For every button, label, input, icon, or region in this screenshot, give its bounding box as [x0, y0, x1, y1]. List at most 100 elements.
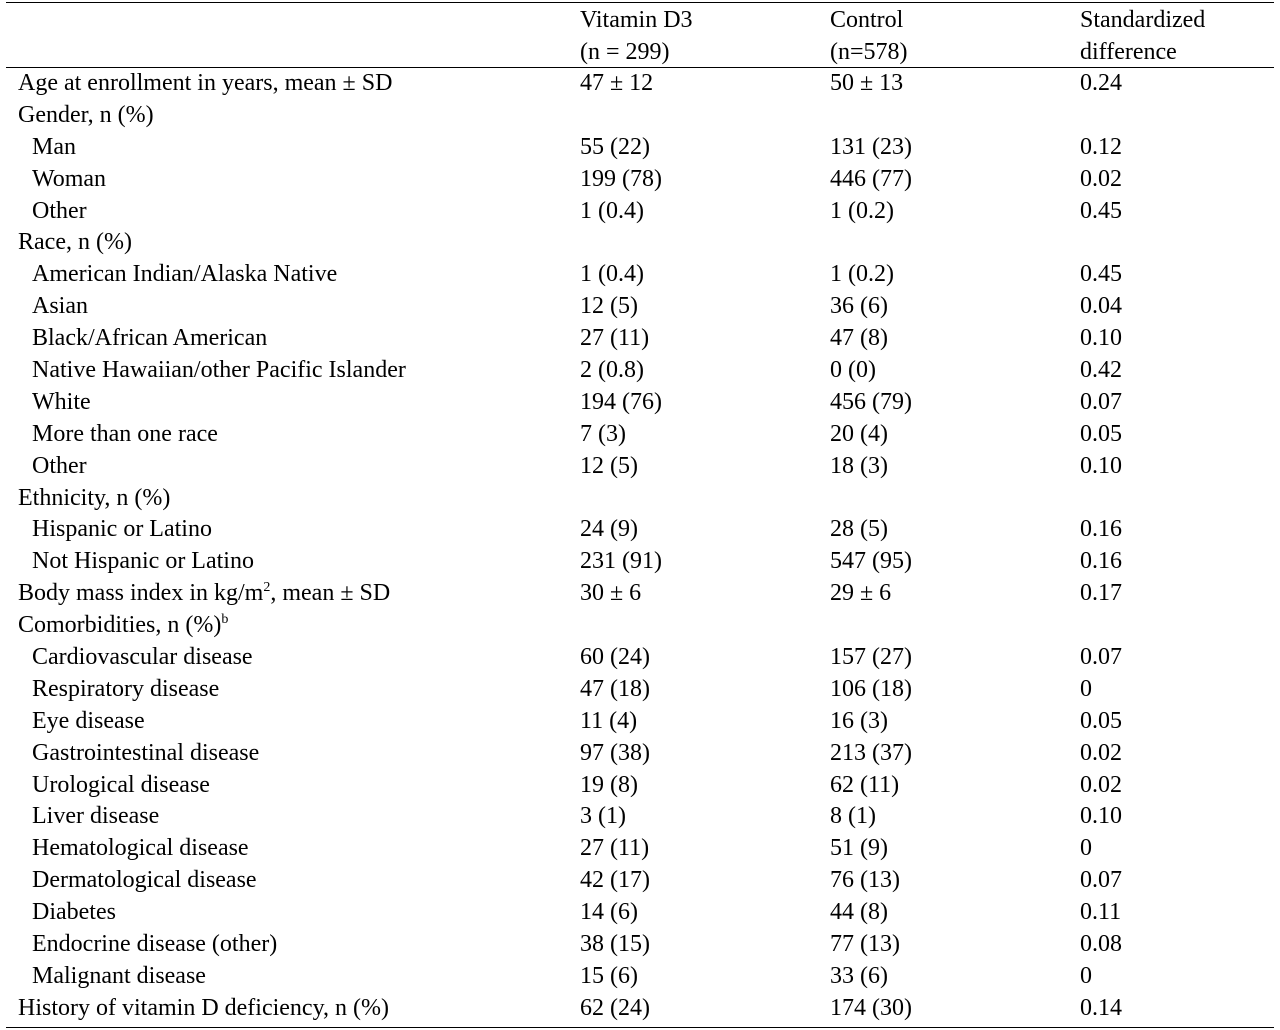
row-label: Not Hispanic or Latino — [32, 546, 254, 578]
vitamin-d3-value: 38 (15) — [580, 931, 650, 958]
row-label-text: White — [32, 388, 91, 415]
table-row: Gender, n (%) — [6, 100, 1274, 132]
row-label: Cardiovascular disease — [32, 642, 253, 674]
table-row: Diabetes 14 (6) 44 (8) 0.11 — [6, 897, 1274, 929]
control-value: 18 (3) — [830, 452, 888, 479]
control-value: 0 (0) — [830, 357, 876, 384]
control-value: 157 (27) — [830, 644, 912, 671]
standardized-difference-value: 0.02 — [1080, 739, 1122, 766]
row-label: Black/African American — [32, 323, 267, 355]
header-vitamin-d3: Vitamin D3 (n = 299) — [580, 4, 693, 68]
vitamin-d3-value: 15 (6) — [580, 962, 638, 989]
row-label-text: American Indian/Alaska Native — [32, 261, 338, 288]
table-row: Not Hispanic or Latino 231 (91) 547 (95) 0.… — [6, 546, 1274, 578]
row-label: Respiratory disease — [32, 674, 219, 706]
row-label: Body mass index in kg/m2, mean ± SD — [18, 578, 390, 610]
standardized-difference-value: 0.07 — [1080, 388, 1122, 415]
row-label-text: Malignant disease — [32, 962, 206, 989]
standardized-difference-value: 0.16 — [1080, 516, 1122, 543]
standardized-difference-value: 0.07 — [1080, 644, 1122, 671]
row-label-text: Not Hispanic or Latino — [32, 548, 254, 575]
table-row: Dermatological disease 42 (17) 76 (13) 0.07 — [6, 865, 1274, 897]
row-label: History of vitamin D deficiency, n (%) — [18, 993, 389, 1025]
row-label: Ethnicity, n (%) — [18, 483, 170, 515]
standardized-difference-value: 0 — [1080, 675, 1092, 702]
row-label: Malignant disease — [32, 961, 206, 993]
table-row: Gastrointestinal disease 97 (38) 213 (37) 0… — [6, 738, 1274, 770]
control-value: 51 (9) — [830, 835, 888, 862]
table-row: Liver disease 3 (1) 8 (1) 0.10 — [6, 801, 1274, 833]
row-label-text: Respiratory disease — [32, 675, 220, 702]
row-label-superscript: b — [221, 612, 229, 628]
control-value: 20 (4) — [830, 420, 888, 447]
row-label-text: More than one race — [32, 420, 218, 447]
control-value: 446 (77) — [830, 165, 912, 192]
row-label: Liver disease — [32, 801, 159, 833]
row-label-text: Race, n (%) — [18, 229, 132, 256]
row-label-text: Hematological disease — [32, 835, 249, 862]
table-row: More than one race 7 (3) 20 (4) 0.05 — [6, 419, 1274, 451]
control-value: 174 (30) — [830, 994, 912, 1021]
bottom-rule — [6, 1027, 1274, 1028]
control-value: 456 (79) — [830, 388, 912, 415]
header-control: Control (n=578) — [830, 4, 908, 68]
row-label: Gender, n (%) — [18, 100, 154, 132]
row-label: Man — [32, 132, 76, 164]
header-std-diff-line2: difference — [1080, 39, 1177, 65]
row-label: Hispanic or Latino — [32, 514, 212, 546]
vitamin-d3-value: 199 (78) — [580, 165, 662, 192]
table-row: Respiratory disease 47 (18) 106 (18) 0 — [6, 674, 1274, 706]
vitamin-d3-value: 47 ± 12 — [580, 70, 654, 96]
vitamin-d3-value: 30 ± 6 — [580, 580, 642, 607]
vitamin-d3-value: 12 (5) — [580, 293, 638, 320]
vitamin-d3-value: 27 (11) — [580, 835, 650, 862]
row-label: Diabetes — [32, 897, 116, 929]
control-value: 131 (23) — [830, 133, 912, 160]
row-label-text: Asian — [32, 293, 88, 320]
row-label: Woman — [32, 164, 106, 196]
table-row: Cardiovascular disease 60 (24) 157 (27) 0.0… — [6, 642, 1274, 674]
vitamin-d3-value: 7 (3) — [580, 420, 626, 447]
table-header: Vitamin D3 (n = 299) Control (n=578) Sta… — [6, 4, 1274, 68]
standardized-difference-value: 0.10 — [1080, 803, 1122, 830]
row-label: More than one race — [32, 419, 218, 451]
row-label: Age at enrollment in years, mean ± SD — [18, 68, 392, 100]
standardized-difference-value: 0 — [1080, 962, 1092, 989]
vitamin-d3-value: 24 (9) — [580, 516, 638, 543]
row-label: Gastrointestinal disease — [32, 738, 259, 770]
control-value: 1 (0.2) — [830, 197, 894, 224]
vitamin-d3-value: 2 (0.8) — [580, 357, 644, 384]
control-value: 28 (5) — [830, 516, 888, 543]
vitamin-d3-value: 42 (17) — [580, 867, 650, 894]
row-label-text: History of vitamin D deficiency, n (%) — [18, 994, 390, 1021]
row-label-text: Endocrine disease (other) — [32, 931, 278, 958]
table-row: Other 1 (0.4) 1 (0.2) 0.45 — [6, 196, 1274, 228]
header-control-line1: Control — [830, 7, 904, 33]
vitamin-d3-value: 11 (4) — [580, 707, 638, 734]
control-value: 213 (37) — [830, 739, 912, 766]
row-label-text: Liver disease — [32, 803, 160, 830]
standardized-difference-value: 0.07 — [1080, 867, 1122, 894]
table-row: Comorbidities, n (%)b — [6, 610, 1274, 642]
control-value: 106 (18) — [830, 675, 912, 702]
standardized-difference-value: 0.05 — [1080, 420, 1122, 447]
standardized-difference-value: 0.04 — [1080, 293, 1122, 320]
control-value: 77 (13) — [830, 931, 900, 958]
row-label-text: Other — [32, 452, 87, 479]
vitamin-d3-value: 12 (5) — [580, 452, 638, 479]
row-label: Urological disease — [32, 770, 210, 802]
header-vitamin-d3-line2: (n = 299) — [580, 39, 670, 65]
row-label-text: Diabetes — [32, 899, 116, 926]
control-value: 16 (3) — [830, 707, 888, 734]
standardized-difference-value: 0.10 — [1080, 325, 1122, 352]
vitamin-d3-value: 19 (8) — [580, 771, 638, 798]
vitamin-d3-value: 3 (1) — [580, 803, 626, 830]
table-row: American Indian/Alaska Native 1 (0.4) 1 (0… — [6, 259, 1274, 291]
standardized-difference-value: 0.17 — [1080, 580, 1122, 607]
row-label-text: Ethnicity, n (%) — [18, 484, 171, 511]
table-row: Hematological disease 27 (11) 51 (9) 0 — [6, 833, 1274, 865]
table-row: Malignant disease 15 (6) 33 (6) 0 — [6, 961, 1274, 993]
vitamin-d3-value: 55 (22) — [580, 133, 650, 160]
row-label-text: Urological disease — [32, 771, 210, 798]
control-value: 547 (95) — [830, 548, 912, 575]
